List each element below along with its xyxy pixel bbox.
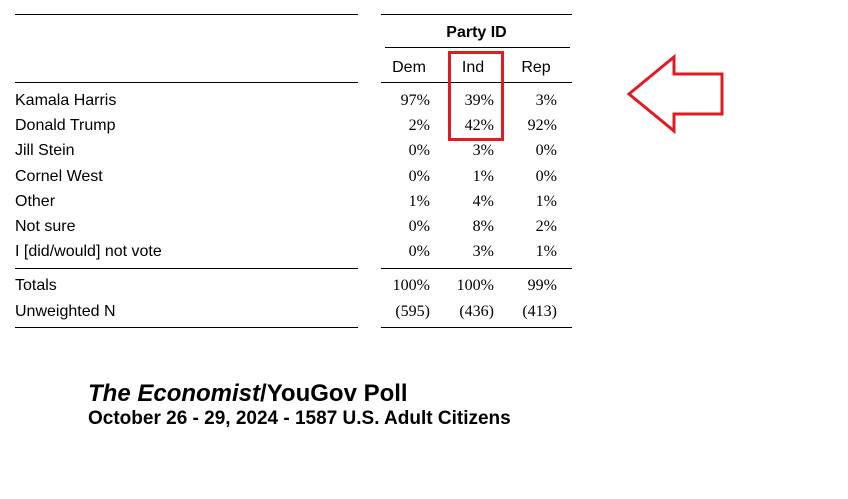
- totals-rep: 99%: [527, 277, 557, 294]
- row-label: Other: [15, 193, 56, 210]
- cell-rep: 2%: [535, 218, 557, 235]
- party-id-underline: [385, 47, 570, 48]
- totals-dem: 100%: [392, 277, 430, 294]
- column-header-rep: Rep: [521, 59, 551, 76]
- highlight-box: [448, 51, 504, 141]
- cell-ind: 3%: [472, 243, 494, 260]
- left-arrow-icon: [626, 54, 724, 134]
- totals-label: Totals: [15, 277, 57, 294]
- cell-ind: 4%: [472, 193, 494, 210]
- cell-rep: 1%: [535, 243, 557, 260]
- cell-ind: 8%: [472, 218, 494, 235]
- cell-rep: 92%: [527, 117, 557, 134]
- cell-rep: 3%: [535, 92, 557, 109]
- totals-rule-right: [381, 268, 572, 269]
- cell-dem: 97%: [400, 92, 430, 109]
- column-header-dem: Dem: [392, 59, 426, 76]
- bottom-rule-left: [15, 327, 358, 328]
- cell-dem: 2%: [408, 117, 430, 134]
- party-id-header: Party ID: [446, 24, 507, 41]
- header-rule-right: [381, 82, 572, 83]
- column-header-ind: Ind: [461, 59, 485, 76]
- poll-title-italic: The Economist: [88, 380, 261, 407]
- cell-dem: 0%: [408, 218, 430, 235]
- cell-ind: 1%: [472, 168, 494, 185]
- unweighted-dem: (595): [395, 303, 430, 320]
- cell-ind: 3%: [472, 142, 494, 159]
- totals-rule-left: [15, 268, 358, 269]
- totals-ind: 100%: [456, 277, 494, 294]
- cell-dem: 0%: [408, 168, 430, 185]
- unweighted-rep: (413): [522, 303, 557, 320]
- row-label: Kamala Harris: [15, 92, 117, 109]
- cell-rep: 1%: [535, 193, 557, 210]
- cell-dem: 0%: [408, 142, 430, 159]
- cell-ind: 42%: [464, 117, 494, 134]
- cell-rep: 0%: [535, 142, 557, 159]
- row-label: Jill Stein: [15, 142, 75, 159]
- row-label: Cornel West: [15, 168, 103, 185]
- poll-subtitle: October 26 - 29, 2024 - 1587 U.S. Adult …: [88, 408, 511, 429]
- top-rule-left: [15, 14, 358, 15]
- unweighted-ind: (436): [459, 303, 494, 320]
- cell-rep: 0%: [535, 168, 557, 185]
- cell-ind: 39%: [464, 92, 494, 109]
- row-label: Not sure: [15, 218, 76, 235]
- bottom-rule-right: [381, 327, 572, 328]
- header-rule-left: [15, 82, 358, 83]
- poll-title-rest: /YouGov Poll: [260, 380, 408, 407]
- top-rule-right: [381, 14, 572, 15]
- row-label: Donald Trump: [15, 117, 116, 134]
- row-label: I [did/would] not vote: [15, 243, 162, 260]
- cell-dem: 1%: [408, 193, 430, 210]
- unweighted-label: Unweighted N: [15, 303, 116, 320]
- cell-dem: 0%: [408, 243, 430, 260]
- poll-title: The Economist/YouGov Poll: [88, 380, 408, 408]
